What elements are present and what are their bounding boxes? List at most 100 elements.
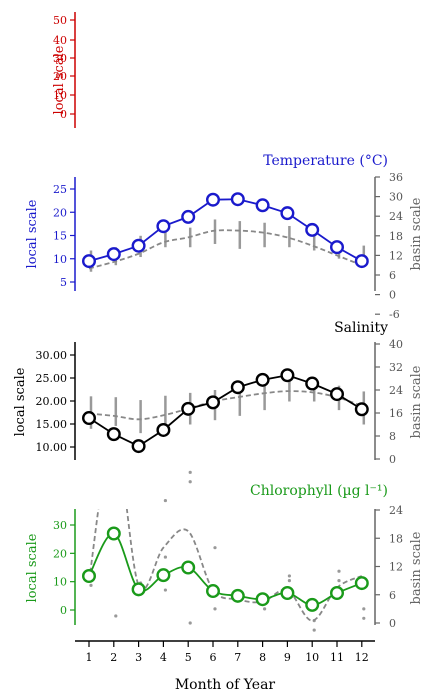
chlorophyll-basin-point	[312, 628, 316, 632]
chlorophyll-basin-point	[188, 480, 192, 484]
temperature-left-tick-label: 10	[53, 253, 67, 266]
x-tick-label: 4	[160, 651, 167, 664]
chlorophyll-left-axis-label: local scale	[25, 533, 40, 602]
temperature-local-point	[354, 254, 369, 269]
chlorophyll-local-point	[205, 584, 220, 599]
temperature-left-tick-label: 5	[60, 276, 67, 289]
salinity-local-point	[305, 376, 320, 391]
salinity-title: Salinity	[334, 320, 388, 336]
salinity-right-tick-label: 32	[389, 361, 403, 374]
salinity-local-point	[131, 439, 146, 454]
temperature-local-mean-line	[88, 198, 363, 262]
chlorophyll-local-point	[230, 588, 245, 603]
salinity-left-tick-label: 30.00	[36, 349, 68, 362]
salinity-local-point	[106, 427, 121, 442]
chlorophyll-basin-point	[89, 583, 93, 587]
salinity-left-tick-label: 25.00	[36, 372, 68, 385]
salinity-local-point	[156, 422, 171, 437]
salinity-right-axis-label: basin scale	[409, 365, 424, 438]
salinity-right-tick-label: 24	[389, 384, 403, 397]
top-left-tick-label: 40	[53, 34, 67, 47]
salinity-local-point	[255, 372, 270, 387]
temperature-local-point	[81, 254, 96, 269]
chlorophyll-local-point	[81, 569, 96, 584]
x-tick-label: 5	[185, 651, 192, 664]
chlorophyll-title: Chlorophyll (µg l⁻¹)	[250, 483, 388, 499]
chlorophyll-local-point	[305, 597, 320, 612]
chlorophyll-basin-point	[337, 569, 341, 573]
x-tick-label: 1	[86, 651, 93, 664]
chlorophyll-basin-point	[287, 579, 291, 583]
chlorophyll-right-axis-label: basin scale	[409, 531, 424, 604]
top-left-tick-label: 0	[60, 108, 67, 121]
temperature-right-tick-label: 24	[389, 210, 403, 223]
chlorophyll-local-mean-line	[88, 532, 363, 606]
x-tick-label: 3	[135, 651, 142, 664]
chlorophyll-local-point	[280, 586, 295, 601]
chlorophyll-right-tick-label: 24	[389, 504, 403, 517]
temperature-right-tick-label: 36	[389, 171, 403, 184]
chlorophyll-basin-point	[213, 546, 217, 550]
top-left-tick-label: 50	[53, 14, 67, 27]
salinity-left-axis-label: local scale	[13, 367, 28, 436]
salinity-right-tick-label: 40	[389, 338, 403, 351]
chlorophyll-right-tick-label: 6	[389, 589, 396, 602]
x-tick-label: 9	[284, 651, 291, 664]
chlorophyll-basin-point	[188, 470, 192, 474]
temperature-local-point	[106, 247, 121, 262]
chlorophyll-basin-point	[362, 616, 366, 620]
chlorophyll-basin-point	[287, 574, 291, 578]
salinity-right-tick-label: 16	[389, 407, 403, 420]
top-left-tick-label: 10	[53, 89, 67, 102]
temperature-local-point	[156, 219, 171, 234]
chlorophyll-left-tick-label: 10	[53, 576, 67, 589]
chlorophyll-basin-point	[163, 555, 167, 559]
temperature-right-axis-label: basin scale	[409, 197, 424, 270]
chlorophyll-left-tick-label: 30	[53, 519, 67, 532]
salinity-left-tick-label: 20.00	[36, 395, 68, 408]
salinity-local-point	[280, 368, 295, 383]
temperature-local-point	[255, 198, 270, 213]
x-tick-label: 8	[259, 651, 266, 664]
top-left-tick-label: 20	[53, 70, 67, 83]
salinity-local-mean-line	[88, 374, 363, 448]
top-left-tick-label: 30	[53, 52, 67, 65]
chlorophyll-basin-point	[213, 607, 217, 611]
salinity-local-point	[181, 401, 196, 416]
chlorophyll-basin-point	[188, 621, 192, 625]
chlorophyll-right-tick-label: 12	[389, 561, 403, 574]
salinity-right-tick-label: 0	[389, 453, 396, 466]
temperature-right-tick-label: 6	[389, 269, 396, 282]
top-left-axis-label: local scale	[52, 45, 67, 114]
salinity-local-point	[81, 411, 96, 426]
x-tick-label: 2	[110, 651, 117, 664]
temperature-right-tick-label: 18	[389, 230, 403, 243]
salinity-left-tick-label: 10.00	[36, 441, 68, 454]
salinity-local-point	[330, 387, 345, 402]
chlorophyll-left-tick-label: 0	[60, 604, 67, 617]
temperature-right-tick-label: 30	[389, 191, 403, 204]
chlorophyll-local-point	[330, 586, 345, 601]
chlorophyll-right-tick-label: 0	[389, 617, 396, 630]
salinity-left-tick-label: 15.00	[36, 418, 68, 431]
salinity-local-point	[230, 380, 245, 395]
chlorophyll-basin-point	[362, 607, 366, 611]
salinity-local-point	[354, 402, 369, 417]
salinity-right-tick-label: 8	[389, 430, 396, 443]
chlorophyll-local-point	[354, 576, 369, 591]
temperature-local-point	[280, 206, 295, 221]
temperature-left-tick-label: 25	[53, 183, 67, 196]
chlorophyll-basin-point	[114, 614, 118, 618]
x-tick-label: 6	[210, 651, 217, 664]
temperature-local-point	[330, 240, 345, 255]
x-tick-label: 10	[305, 651, 319, 664]
chlorophyll-right-tick-label: 18	[389, 532, 403, 545]
temperature-local-point	[230, 192, 245, 207]
temperature-local-point	[181, 209, 196, 224]
chlorophyll-local-point	[156, 568, 171, 583]
temperature-left-axis-label: local scale	[25, 199, 40, 268]
salinity-basin-mean-line	[88, 390, 363, 421]
chlorophyll-basin-point	[337, 579, 341, 583]
chlorophyll-basin-point	[163, 588, 167, 592]
chlorophyll-local-point	[255, 592, 270, 607]
